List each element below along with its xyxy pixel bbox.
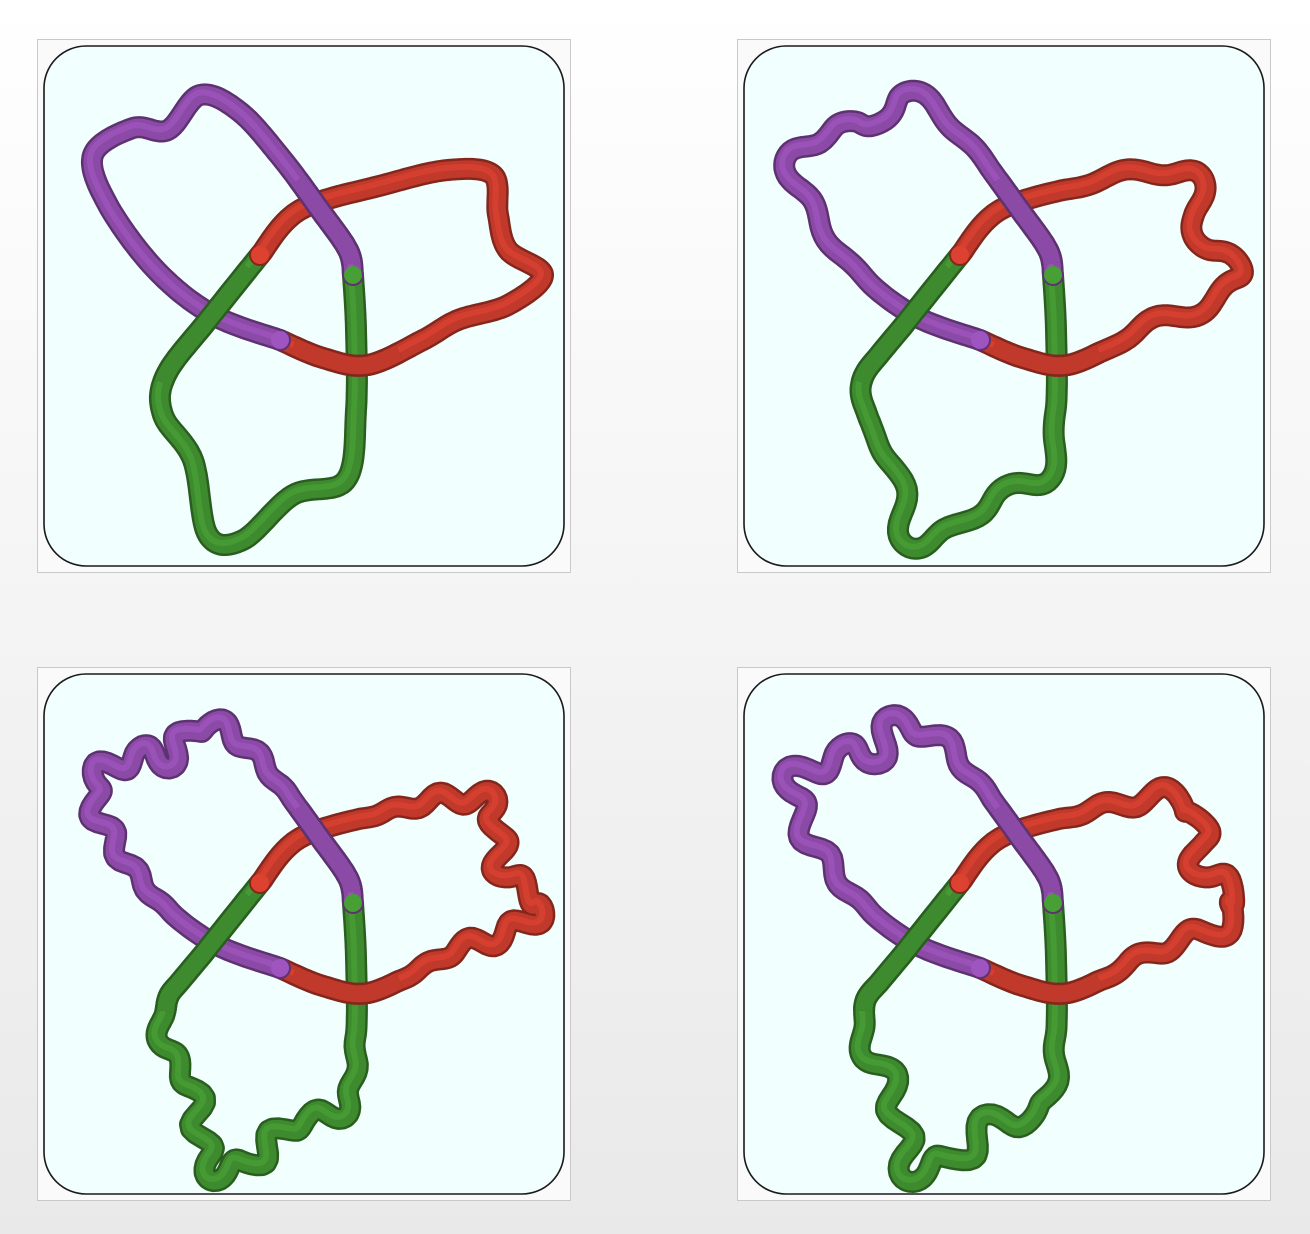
crossing-red <box>989 338 1104 375</box>
junction-bead-red <box>951 246 969 264</box>
knot-diagram-2 <box>743 45 1265 567</box>
crossing-purple <box>991 174 1061 266</box>
junction-bead-purple <box>971 959 989 977</box>
crossing-red <box>989 966 1103 1003</box>
knot-diagram-1 <box>43 45 565 567</box>
crossing-red <box>289 338 404 375</box>
knot-panel-1 <box>37 39 571 573</box>
junction-bead-red <box>251 874 269 892</box>
knot-panel-4 <box>737 667 1271 1201</box>
crossing-purple <box>291 802 361 894</box>
crossing-green <box>855 891 956 1011</box>
knot-diagram-4 <box>743 673 1265 1195</box>
crossing-green <box>853 263 956 385</box>
knot-panel-2 <box>737 39 1271 573</box>
crossing-green <box>154 263 256 386</box>
crossing-purple <box>291 174 361 266</box>
knot-diagram-3 <box>43 673 565 1195</box>
knot-panel-3 <box>37 667 571 1201</box>
junction-bead-green <box>1044 266 1062 284</box>
junction-bead-green <box>1044 894 1062 912</box>
junction-bead-red <box>251 246 269 264</box>
junction-bead-purple <box>971 331 989 349</box>
crossing-purple <box>991 802 1061 894</box>
crossing-red <box>289 966 403 1003</box>
junction-bead-green <box>344 266 362 284</box>
crossing-green <box>157 891 256 1013</box>
junction-bead-red <box>951 874 969 892</box>
junction-bead-green <box>344 894 362 912</box>
junction-bead-purple <box>271 959 289 977</box>
junction-bead-purple <box>271 331 289 349</box>
